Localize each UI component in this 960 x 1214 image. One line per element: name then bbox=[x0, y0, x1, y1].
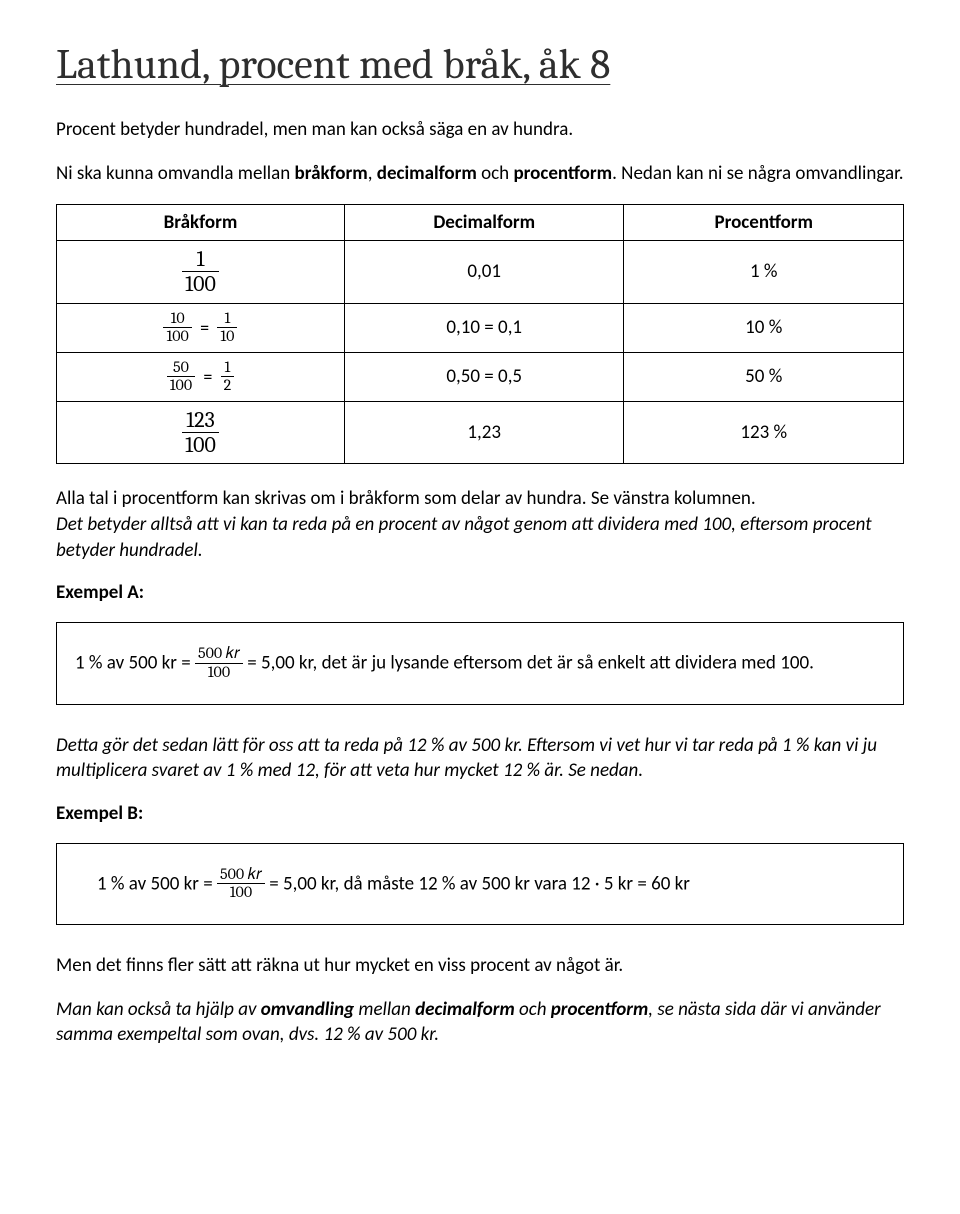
example-b-label: Exempel B: bbox=[56, 802, 904, 825]
cell-fraction: 1 100 bbox=[57, 241, 345, 303]
fraction: 500 𝑘𝑟 100 bbox=[217, 866, 265, 902]
document-page: Lathund, procent med bråk, åk 8 Procent … bbox=[0, 0, 960, 1122]
table-row: 123 100 1,23 123 % bbox=[57, 402, 904, 464]
example-a-box: 1 % av 500 kr = 500 𝑘𝑟 100 = 5,00 kr, de… bbox=[56, 622, 904, 704]
text: mellan bbox=[354, 998, 415, 1021]
numerator: 123 bbox=[182, 408, 219, 433]
conversion-table: Bråkform Decimalform Procentform 1 100 0… bbox=[56, 204, 904, 464]
denominator: 2 bbox=[221, 377, 235, 395]
equals-sign: = bbox=[196, 317, 213, 339]
text: . Nedan kan ni se några omvandlingar. bbox=[612, 162, 904, 185]
fraction-equation: 10 100 = 1 10 bbox=[163, 315, 237, 338]
cell-fraction: 50 100 = 1 2 bbox=[57, 352, 345, 401]
text: 1 % av 500 kr = bbox=[97, 872, 217, 895]
col-header-decimalform: Decimalform bbox=[344, 205, 624, 241]
intro-1: Procent betyder hundradel, men man kan o… bbox=[56, 117, 904, 143]
text: Ni ska kunna omvandla mellan bbox=[56, 162, 295, 185]
cell-percent: 50 % bbox=[624, 352, 904, 401]
text: Man kan också ta hjälp av bbox=[56, 998, 261, 1021]
cell-decimal: 0,50 = 0,5 bbox=[344, 352, 624, 401]
table-row: 50 100 = 1 2 0,50 = 0,5 50 % bbox=[57, 352, 904, 401]
cell-decimal: 1,23 bbox=[344, 402, 624, 464]
cell-fraction: 123 100 bbox=[57, 402, 345, 464]
cell-fraction: 10 100 = 1 10 bbox=[57, 303, 345, 352]
denominator: 100 bbox=[182, 272, 219, 296]
text: 1 % av 500 kr = bbox=[75, 652, 195, 675]
italic-text: Det betyder alltså att vi kan ta reda på… bbox=[56, 513, 872, 562]
bold-text: decimalform bbox=[377, 162, 477, 185]
text: , bbox=[368, 162, 377, 185]
text: Alla tal i procentform kan skrivas om i … bbox=[56, 487, 756, 510]
cell-decimal: 0,01 bbox=[344, 241, 624, 303]
col-header-procentform: Procentform bbox=[624, 205, 904, 241]
numerator: 500 𝑘𝑟 bbox=[195, 645, 243, 664]
fraction-equation: 50 100 = 1 2 bbox=[167, 364, 234, 387]
example-a-label: Exempel A: bbox=[56, 581, 904, 604]
denominator: 100 bbox=[195, 664, 243, 682]
numerator: 50 bbox=[167, 359, 195, 378]
fraction: 50 100 bbox=[167, 359, 195, 395]
numerator: 500 𝑘𝑟 bbox=[217, 866, 265, 885]
denominator: 10 bbox=[217, 328, 237, 346]
fraction: 500 𝑘𝑟 100 bbox=[195, 645, 243, 681]
fraction: 1 2 bbox=[221, 359, 235, 395]
text: och bbox=[477, 162, 514, 185]
fraction: 123 100 bbox=[182, 408, 219, 457]
fraction: 1 10 bbox=[217, 310, 237, 346]
fraction: 1 100 bbox=[182, 247, 219, 296]
table-header-row: Bråkform Decimalform Procentform bbox=[57, 205, 904, 241]
bold-text: procentform bbox=[513, 162, 612, 185]
cell-decimal: 0,10 = 0,1 bbox=[344, 303, 624, 352]
bold-text: bråkform bbox=[295, 162, 368, 185]
bold-text: procentform bbox=[551, 998, 649, 1021]
text: = 5,00 kr, det är ju lysande eftersom de… bbox=[247, 652, 814, 675]
table-row: 1 100 0,01 1 % bbox=[57, 241, 904, 303]
numerator: 1 bbox=[221, 359, 235, 378]
denominator: 100 bbox=[217, 884, 265, 902]
bold-text: decimalform bbox=[415, 998, 515, 1021]
numerator: 1 bbox=[217, 310, 237, 329]
numerator: 1 bbox=[182, 247, 219, 272]
text: och bbox=[515, 998, 551, 1021]
intro-2: Ni ska kunna omvandla mellan bråkform, d… bbox=[56, 161, 904, 187]
fraction: 10 100 bbox=[163, 310, 191, 346]
numerator: 10 bbox=[163, 310, 191, 329]
denominator: 100 bbox=[163, 328, 191, 346]
cell-percent: 10 % bbox=[624, 303, 904, 352]
denominator: 100 bbox=[167, 377, 195, 395]
bold-text: omvandling bbox=[261, 998, 354, 1021]
text: = 5,00 kr, då måste 12 % av 500 kr vara … bbox=[269, 872, 690, 895]
page-title: Lathund, procent med bråk, åk 8 bbox=[56, 40, 904, 89]
end-paragraph-1: Men det finns fler sätt att räkna ut hur… bbox=[56, 953, 904, 979]
cell-percent: 123 % bbox=[624, 402, 904, 464]
mid-paragraph: Detta gör det sedan lätt för oss att ta … bbox=[56, 733, 904, 784]
col-header-brakform: Bråkform bbox=[57, 205, 345, 241]
denominator: 100 bbox=[182, 433, 219, 457]
example-b-box: 1 % av 500 kr = 500 𝑘𝑟 100 = 5,00 kr, då… bbox=[56, 843, 904, 925]
table-row: 10 100 = 1 10 0,10 = 0,1 10 % bbox=[57, 303, 904, 352]
equals-sign: = bbox=[199, 366, 216, 388]
cell-percent: 1 % bbox=[624, 241, 904, 303]
explanation-paragraph: Alla tal i procentform kan skrivas om i … bbox=[56, 486, 904, 563]
end-paragraph-2: Man kan också ta hjälp av omvandling mel… bbox=[56, 997, 904, 1048]
